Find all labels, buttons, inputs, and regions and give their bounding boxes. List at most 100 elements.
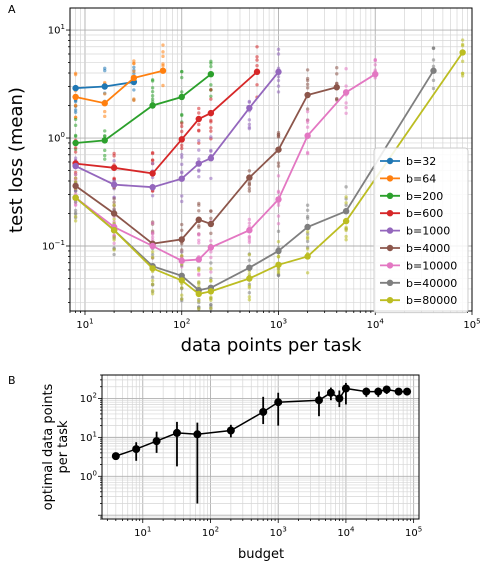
panel-a-mean-marker — [459, 49, 466, 56]
panel-b-plot-frame — [101, 374, 420, 520]
panel-a-mean-marker — [304, 253, 311, 260]
panel-a-replicate-point — [209, 129, 213, 133]
panel-a-replicate-point — [150, 255, 155, 259]
panel-a-replicate-point — [344, 201, 348, 205]
legend-marker — [386, 157, 394, 165]
panel-a-replicate-point — [247, 291, 252, 295]
panel-a-replicate-point — [335, 72, 339, 76]
panel-b-x-axis-label: budget — [238, 547, 284, 562]
panel-a-mean-marker — [246, 104, 253, 112]
panel-b-y-tick-label: 102 — [80, 391, 97, 405]
legend-label: b=10000 — [406, 259, 457, 272]
panel-a-replicate-point — [73, 103, 78, 107]
panel-a-series-line — [75, 69, 164, 105]
panel-a-replicate-point — [247, 99, 252, 104]
panel-a-replicate-point — [103, 129, 107, 133]
panel-b-marker — [374, 387, 383, 396]
panel-a-replicate-point — [180, 69, 184, 74]
panel-a-replicate-point — [112, 252, 116, 257]
panel-a-replicate-point — [373, 68, 377, 72]
panel-a-mean-marker — [342, 217, 350, 225]
panel-a-replicate-point — [305, 76, 310, 81]
panel-a-mean-marker — [246, 174, 253, 181]
panel-a-plot-frame — [69, 7, 473, 312]
panel-a-mean-marker — [110, 164, 118, 171]
panel-a-replicate-point — [197, 238, 201, 242]
legend-label: b=80000 — [406, 294, 457, 307]
panel-a-replicate-point — [180, 170, 184, 174]
panel-a-replicate-point — [197, 111, 201, 115]
panel-a-mean-marker — [246, 264, 253, 271]
panel-b-x-tick-label: 101 — [134, 526, 151, 540]
panel-a-replicate-point — [431, 58, 436, 62]
panel-a-replicate-point — [276, 189, 281, 194]
panel-a-replicate-point — [276, 174, 281, 178]
panel-a-replicate-point — [73, 156, 78, 160]
legend-marker — [386, 210, 394, 217]
legend-marker — [386, 192, 394, 199]
panel-b-marker — [362, 387, 371, 396]
panel-a-replicate-point — [276, 161, 281, 165]
legend-marker — [386, 297, 394, 304]
panel-a-mean-marker — [149, 265, 156, 272]
panel-a-replicate-point — [431, 78, 436, 83]
panel-a-replicate-point — [276, 47, 281, 52]
panel-a-replicate-point — [73, 179, 78, 184]
panel-a-y-tick-label: 10−1 — [42, 239, 65, 253]
panel-b-marker — [394, 387, 403, 396]
panel-a-replicate-point — [209, 97, 213, 101]
panel-a-mean-marker — [110, 181, 118, 188]
panel-a-replicate-point — [344, 105, 348, 110]
panel-a-replicate-point — [276, 214, 281, 218]
panel-a-replicate-point — [255, 83, 259, 87]
panel-a-replicate-point — [247, 122, 252, 127]
panel-a-mean-marker — [130, 74, 138, 82]
panel-a-replicate-point — [150, 151, 155, 155]
panel-a-replicate-point — [431, 86, 436, 91]
panel-a-replicate-point — [305, 82, 310, 87]
panel-a-mean-marker — [304, 91, 311, 99]
panel-a-replicate-point — [209, 303, 213, 307]
panel-a-replicate-point — [197, 129, 201, 133]
panel-a-replicate-point — [180, 250, 184, 254]
panel-a-replicate-point — [255, 63, 259, 68]
panel-b-marker — [326, 388, 335, 397]
panel-a-mean-marker — [275, 247, 282, 255]
panel-a-replicate-point — [197, 267, 201, 271]
panel-a-replicate-point — [344, 84, 348, 88]
panel-a-replicate-point — [209, 255, 213, 260]
panel-a-replicate-point — [276, 132, 281, 137]
panel-a-replicate-point — [209, 94, 213, 98]
panel-a-replicate-point — [73, 189, 78, 193]
panel-a-replicate-point — [305, 109, 310, 114]
panel-a-replicate-point — [132, 69, 136, 74]
panel-a-replicate-point — [150, 89, 155, 94]
panel-a-replicate-point — [305, 68, 310, 72]
panel-a-replicate-point — [197, 141, 201, 145]
panel-a-mean-marker — [72, 139, 79, 147]
panel-a-replicate-point — [305, 239, 310, 244]
panel-a-replicate-point — [73, 219, 78, 223]
panel-b-marker — [274, 398, 283, 407]
panel-a-mean-marker — [207, 220, 215, 228]
legend-marker — [386, 175, 394, 182]
panel-a-replicate-point — [209, 231, 213, 236]
panel-a-mean-marker — [72, 84, 79, 92]
panel-a-replicate-point — [150, 231, 155, 235]
panel-a-replicate-point — [247, 125, 252, 130]
panel-label-a: A — [8, 3, 16, 16]
panel-b-marker — [132, 445, 141, 454]
panel-a-replicate-point — [373, 63, 377, 67]
panel-a-replicate-point — [180, 146, 184, 151]
legend-label: b=32 — [406, 155, 436, 168]
panel-a-replicate-point — [344, 111, 348, 115]
panel-a-replicate-point — [112, 159, 116, 163]
panel-a-replicate-point — [305, 208, 310, 212]
panel-a-replicate-point — [209, 209, 213, 213]
panel-a-replicate-point — [460, 42, 465, 47]
panel-a-replicate-point — [209, 61, 213, 66]
panel-a-replicate-point — [180, 90, 184, 94]
panel-a-mean-marker — [207, 70, 215, 78]
panel-a-replicate-point — [197, 106, 201, 111]
